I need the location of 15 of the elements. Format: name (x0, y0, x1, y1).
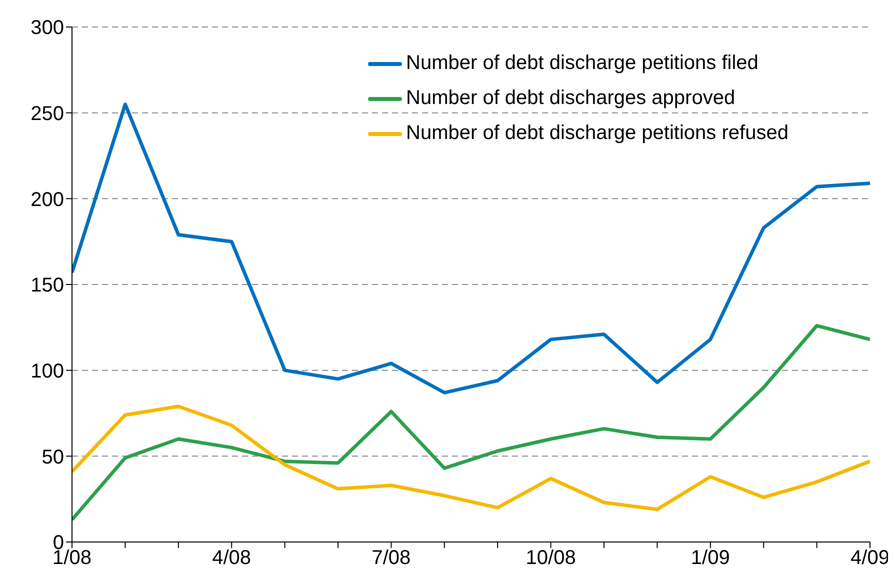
y-tick-label: 250 (30, 102, 64, 125)
legend-label: Number of debt discharges approved (406, 87, 736, 110)
legend-label: Number of debt discharge petitions filed (406, 52, 758, 75)
y-tick-label: 50 (42, 446, 64, 468)
y-tick-label: 300 (30, 17, 64, 40)
x-tick-label: 10/08 (526, 547, 576, 570)
line-series (72, 404, 870, 512)
x-tick-label: 7/08 (372, 547, 411, 570)
line-series (72, 324, 870, 522)
x-tick-label: 4/08 (212, 547, 252, 570)
y-tick-label: 100 (30, 360, 64, 382)
y-tick-label: 200 (30, 188, 64, 211)
y-tick-label: 150 (30, 274, 64, 297)
x-tick-label: 1/09 (690, 547, 730, 570)
legend-label: Number of debt discharge petitions refused (406, 122, 788, 145)
